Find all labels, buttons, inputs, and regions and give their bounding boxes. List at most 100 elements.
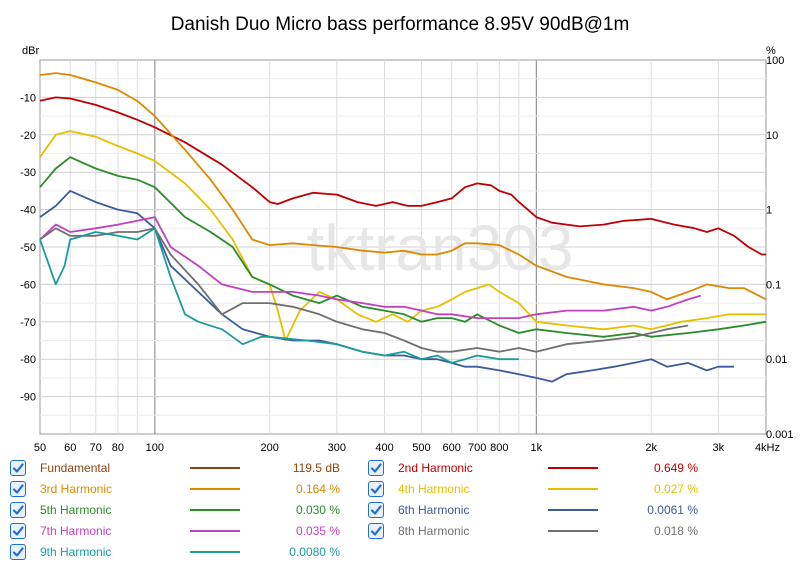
legend-value: 0.0080 %	[289, 545, 340, 559]
y2-tick-label: 1	[766, 205, 772, 217]
legend-label: 7th Harmonic	[40, 524, 112, 538]
legend-swatch	[190, 530, 240, 532]
legend-swatch	[548, 530, 598, 532]
legend-item: 7th Harmonic 0.035 %	[10, 521, 350, 541]
x-tick-label: 3k	[713, 442, 725, 454]
x-tick-label: 60	[64, 442, 76, 454]
legend-label: Fundamental	[40, 461, 111, 475]
y-tick-label: -70	[20, 317, 36, 329]
y-tick-label: -60	[20, 279, 36, 291]
y2-tick-label: 0.01	[766, 354, 787, 366]
legend-value: 0.027 %	[653, 482, 698, 496]
legend-swatch	[548, 488, 598, 490]
x-tick-label: 4kHz	[755, 442, 780, 454]
y2-tick-label: 10	[766, 130, 778, 142]
legend-item: Fundamental 119.5 dB	[10, 458, 350, 478]
legend-checkbox[interactable]	[368, 523, 384, 539]
legend-label: 9th Harmonic	[40, 545, 112, 559]
legend-checkbox[interactable]	[10, 460, 26, 476]
legend-value: 0.035 %	[295, 524, 340, 538]
series-line-9th-harmonic	[39, 227, 519, 364]
chart-title: Danish Duo Micro bass performance 8.95V …	[171, 14, 630, 35]
legend-label: 3rd Harmonic	[40, 482, 113, 496]
x-tick-label: 600	[443, 442, 461, 454]
x-tick-label: 70	[90, 442, 102, 454]
y2-tick-label: 100	[766, 55, 784, 67]
x-tick-label: 700	[468, 442, 486, 454]
checkmark-icon	[370, 505, 382, 515]
legend-label: 4th Harmonic	[398, 482, 470, 496]
y2-tick-label: 0.1	[766, 279, 781, 291]
checkmark-icon	[370, 463, 382, 473]
x-tick-label: 300	[328, 442, 346, 454]
legend-label: 2nd Harmonic	[398, 461, 473, 475]
y-tick-label: -80	[20, 354, 36, 366]
y-tick-label: -30	[20, 167, 36, 179]
x-tick-label: 80	[112, 442, 124, 454]
series-line-8th-harmonic	[39, 227, 689, 353]
legend-item: 4th Harmonic 0.027 %	[368, 479, 708, 499]
legend-label: 8th Harmonic	[398, 524, 470, 538]
legend-checkbox[interactable]	[368, 481, 384, 497]
legend-swatch	[548, 467, 598, 469]
legend-item: 3rd Harmonic 0.164 %	[10, 479, 350, 499]
series-line-7th-harmonic	[39, 216, 702, 319]
x-tick-label: 200	[260, 442, 278, 454]
watermark: tktran303	[307, 212, 574, 284]
series-line-2nd-harmonic	[39, 96, 766, 256]
legend-item: 5th Harmonic 0.030 %	[10, 500, 350, 520]
series-line-5th-harmonic	[39, 156, 767, 338]
legend-value: 0.018 %	[653, 524, 698, 538]
legend-swatch	[190, 488, 240, 490]
legend-value: 119.5 dB	[292, 461, 340, 475]
legend-item: 9th Harmonic 0.0080 %	[10, 542, 350, 562]
legend-swatch	[190, 509, 240, 511]
y-tick-label: -10	[20, 92, 36, 104]
x-tick-label: 1k	[531, 442, 543, 454]
legend-item: 2nd Harmonic 0.649 %	[368, 458, 708, 478]
y-tick-label: -50	[20, 242, 36, 254]
legend-checkbox[interactable]	[10, 502, 26, 518]
legend-swatch	[190, 467, 240, 469]
legend-value: 0.030 %	[295, 503, 340, 517]
grid	[40, 60, 766, 434]
y-tick-label: -20	[20, 130, 36, 142]
legend-value: 0.164 %	[295, 482, 340, 496]
legend-item: 6th Harmonic 0.0061 %	[368, 500, 708, 520]
series-group	[39, 72, 767, 383]
legend-value: 0.0061 %	[647, 503, 698, 517]
legend-checkbox[interactable]	[10, 544, 26, 560]
legend-swatch	[190, 551, 240, 553]
legend-checkbox[interactable]	[368, 460, 384, 476]
axis-ticks: 50 60 70 80 100 200 300 400 500 600 700 800 1k 2k 3k 4k…	[20, 55, 793, 454]
checkmark-icon	[12, 484, 24, 494]
y-tick-label: -40	[20, 205, 36, 217]
x-tick-label: 400	[375, 442, 393, 454]
y2-tick-label: 0.001	[766, 429, 794, 441]
checkmark-icon	[12, 505, 24, 515]
x-tick-label: 2k	[645, 442, 657, 454]
checkmark-icon	[370, 526, 382, 536]
y-tick-label: -90	[20, 392, 36, 404]
legend-label: 6th Harmonic	[398, 503, 470, 517]
x-tick-label: 50	[34, 442, 46, 454]
x-tick-label: 100	[146, 442, 164, 454]
legend-item: 8th Harmonic 0.018 %	[368, 521, 708, 541]
checkmark-icon	[12, 463, 24, 473]
checkmark-icon	[12, 526, 24, 536]
legend-checkbox[interactable]	[10, 481, 26, 497]
right-axis-unit: %	[766, 45, 776, 57]
legend-value: 0.649 %	[653, 461, 698, 475]
series-line-4th-harmonic	[39, 130, 766, 342]
legend-checkbox[interactable]	[10, 523, 26, 539]
x-tick-label: 500	[412, 442, 430, 454]
legend-swatch	[548, 509, 598, 511]
legend-checkbox[interactable]	[368, 502, 384, 518]
legend-label: 5th Harmonic	[40, 503, 112, 517]
checkmark-icon	[12, 547, 24, 557]
checkmark-icon	[370, 484, 382, 494]
series-line-3rd-harmonic	[39, 72, 767, 301]
x-tick-label: 800	[490, 442, 508, 454]
left-axis-unit: dBr	[22, 45, 39, 57]
